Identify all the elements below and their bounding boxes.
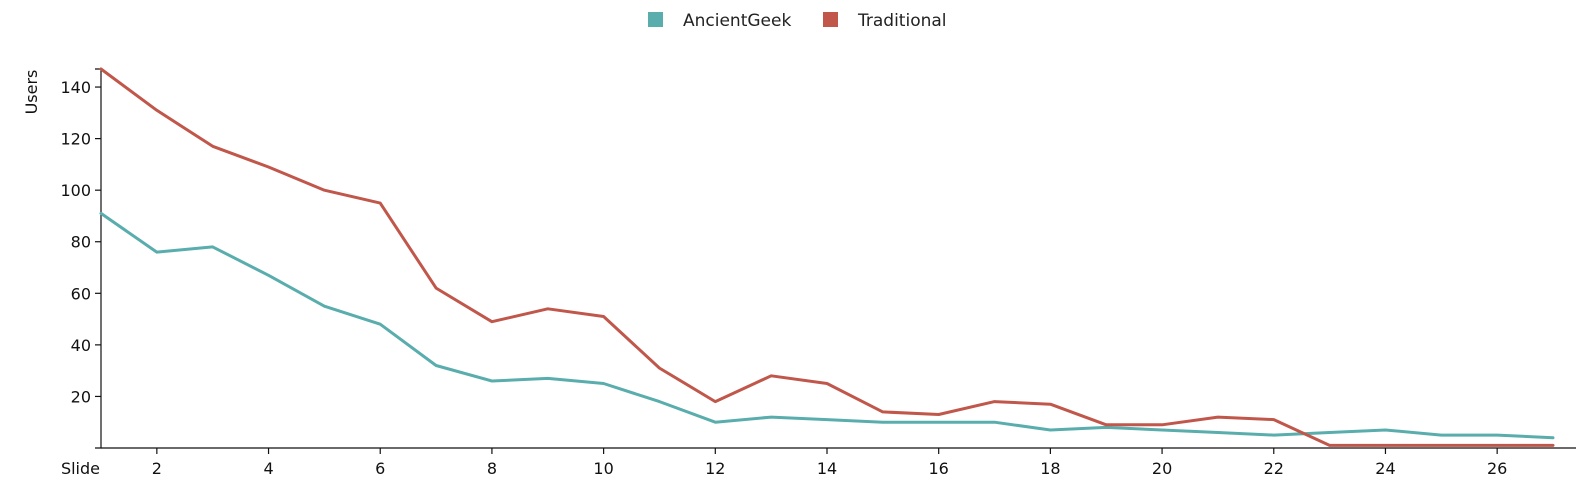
x-tick-label: 8 [487,459,497,478]
y-axis-title: Users [22,70,41,115]
x-tick-label: 4 [263,459,273,478]
y-axis-line [95,68,102,449]
legend-label-ancientgeek: AncientGeek [683,11,791,31]
x-tick-label: 18 [1040,459,1060,478]
x-tick-label: 20 [1152,459,1172,478]
x-tick-label: 6 [375,459,385,478]
y-tick-label: 80 [71,233,91,252]
x-tick-label: 14 [817,459,837,478]
y-tick-label: 100 [60,181,91,200]
legend: AncientGeek Traditional [648,11,947,31]
x-tick-label: 16 [929,459,949,478]
series-line-ancientgeek [99,211,1555,440]
x-tick-label: 26 [1487,459,1507,478]
x-tick-label: 24 [1375,459,1395,478]
y-tick-label: 20 [71,387,91,406]
series-line-traditional [99,67,1555,447]
y-tick-label: 140 [60,78,91,97]
legend-swatch-traditional [823,12,838,27]
x-tick-label: 22 [1264,459,1284,478]
x-tick-label: 2 [152,459,162,478]
legend-label-traditional: Traditional [857,11,947,31]
legend-swatch-ancientgeek [648,12,663,27]
y-tick-label: 120 [60,130,91,149]
x-tick-label: 12 [705,459,725,478]
x-axis-title: Slide [61,459,100,478]
x-tick-label: 10 [593,459,613,478]
y-tick-label: 40 [71,336,91,355]
series-layer [99,67,1555,447]
y-tick-label: 60 [71,284,91,303]
x-axis: 2 4 6 8 10 12 14 16 18 20 22 24 26 [101,447,1576,478]
y-axis: 20 40 60 80 100 120 140 [60,68,102,449]
